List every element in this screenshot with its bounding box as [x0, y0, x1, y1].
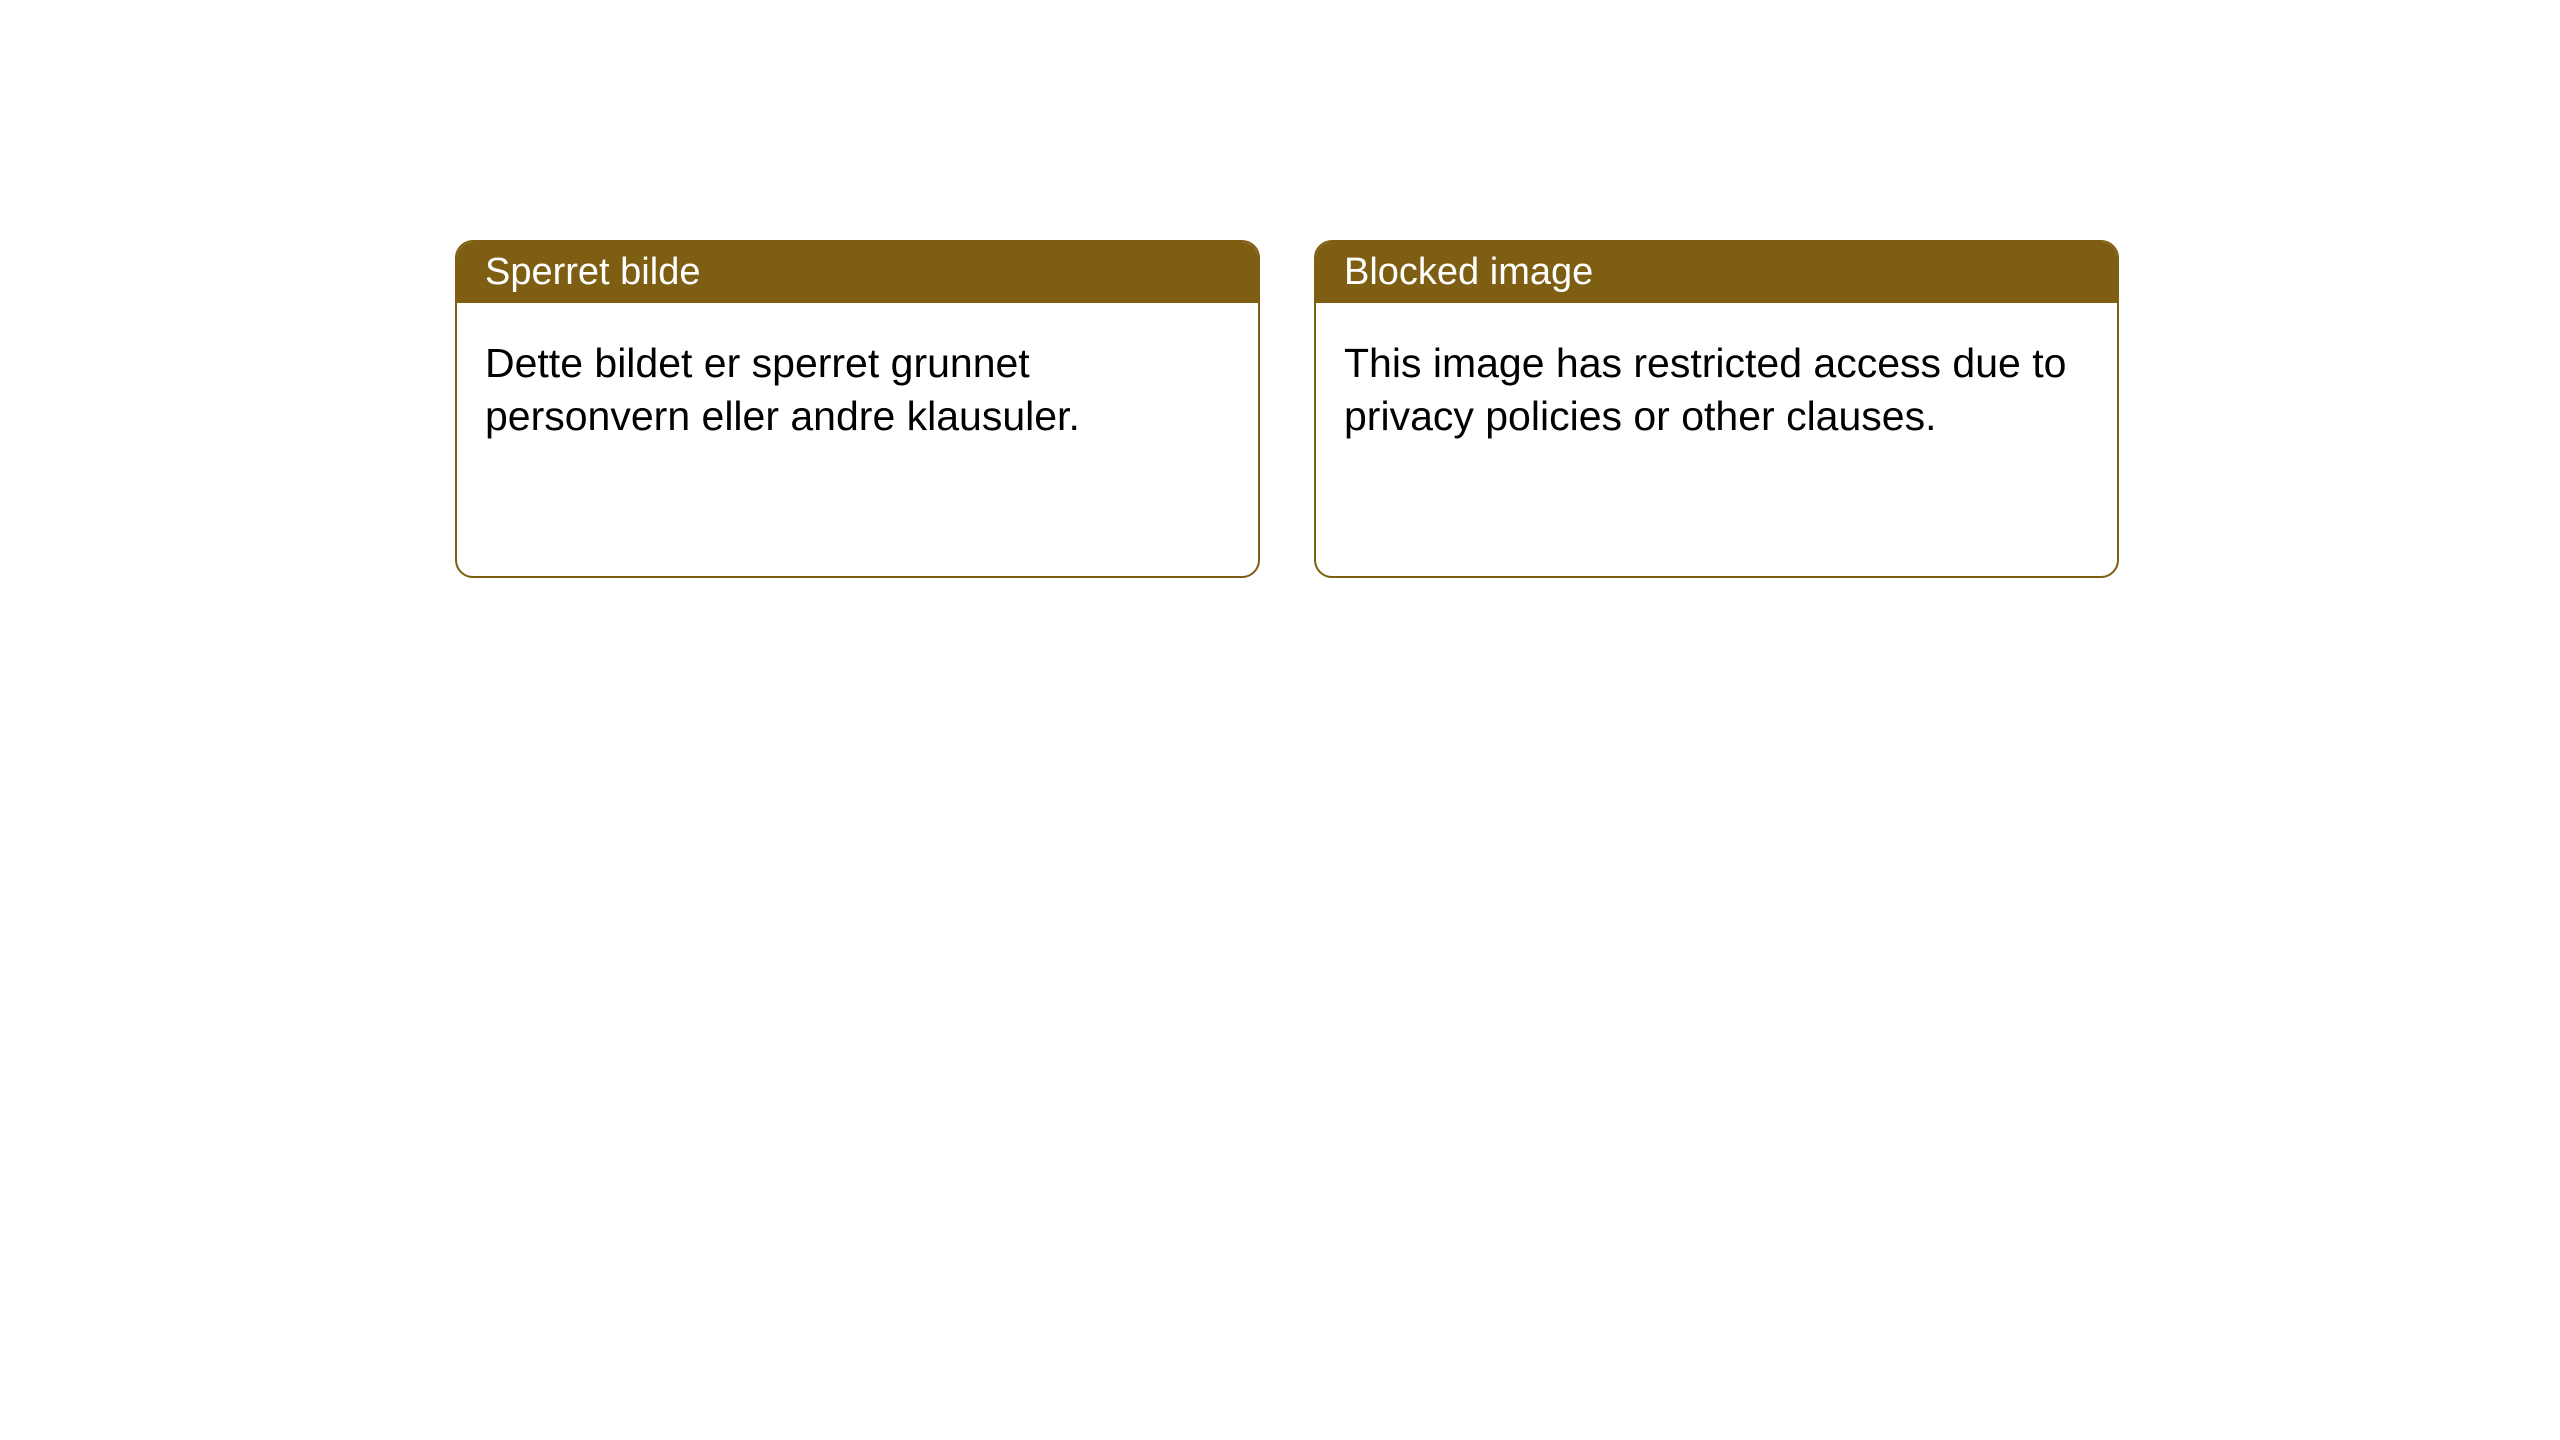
- notice-title-norwegian: Sperret bilde: [485, 251, 700, 293]
- notice-text-norwegian: Dette bildet er sperret grunnet personve…: [485, 340, 1080, 439]
- notice-header-english: Blocked image: [1316, 242, 2117, 303]
- notice-header-norwegian: Sperret bilde: [457, 242, 1258, 303]
- notice-card-english: Blocked image This image has restricted …: [1314, 240, 2119, 578]
- notice-body-norwegian: Dette bildet er sperret grunnet personve…: [457, 303, 1258, 478]
- notice-container: Sperret bilde Dette bildet er sperret gr…: [455, 240, 2119, 578]
- notice-text-english: This image has restricted access due to …: [1344, 340, 2066, 439]
- notice-body-english: This image has restricted access due to …: [1316, 303, 2117, 478]
- notice-title-english: Blocked image: [1344, 251, 1593, 293]
- notice-card-norwegian: Sperret bilde Dette bildet er sperret gr…: [455, 240, 1260, 578]
